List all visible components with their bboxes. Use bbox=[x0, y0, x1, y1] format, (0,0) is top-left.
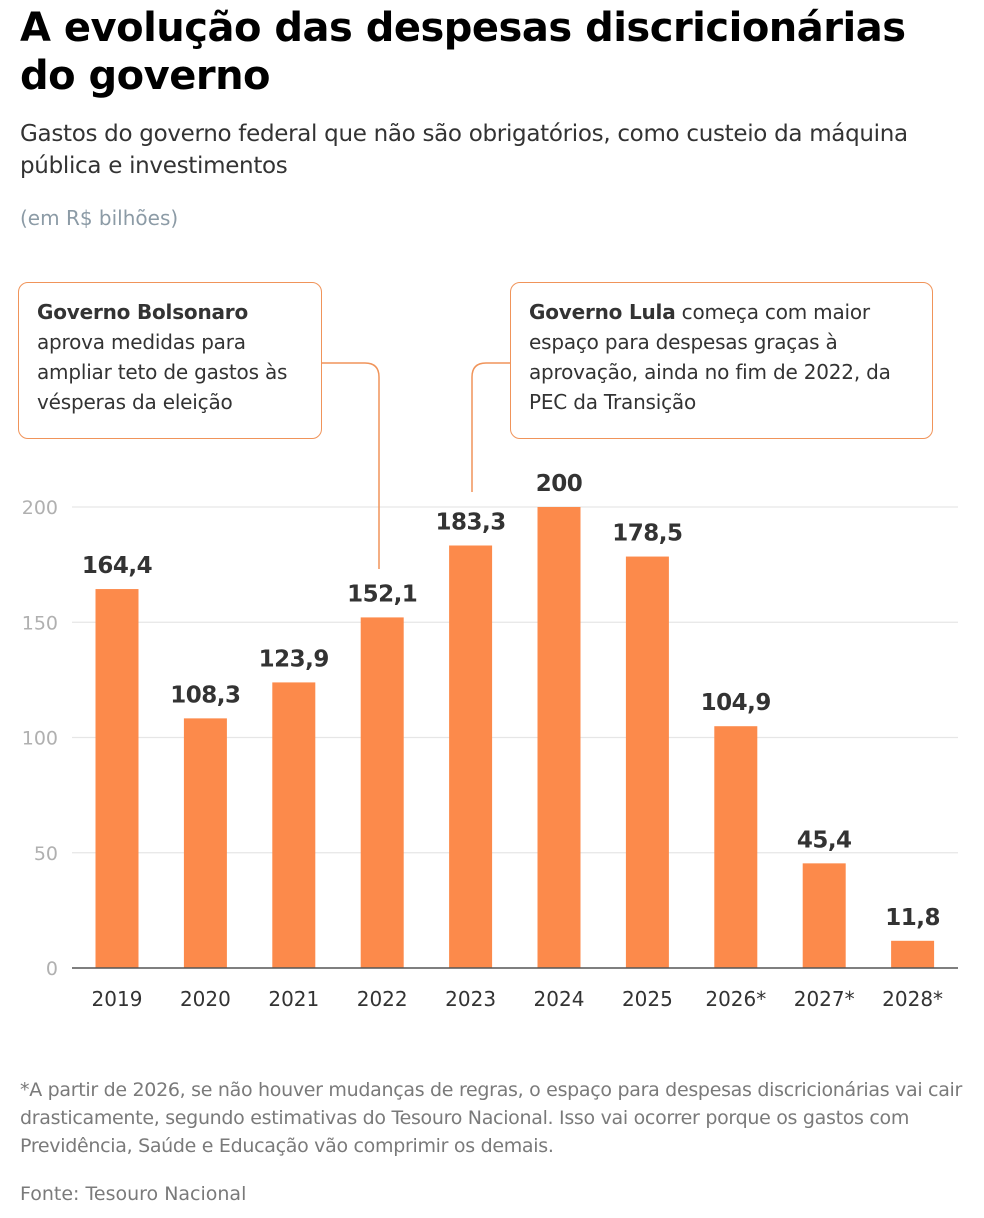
value-label: 152,1 bbox=[347, 581, 417, 607]
x-tick-label: 2028* bbox=[882, 987, 943, 1011]
bars bbox=[95, 507, 935, 968]
bar-2022 bbox=[360, 617, 404, 968]
x-tick-label: 2019 bbox=[92, 987, 143, 1011]
y-tick-label: 50 bbox=[34, 843, 58, 865]
value-label: 164,4 bbox=[82, 553, 152, 579]
x-tick-label: 2022 bbox=[357, 987, 408, 1011]
bar-2026* bbox=[714, 726, 758, 968]
annotation-bolsonaro-text: aprova medidas para ampliar teto de gast… bbox=[37, 330, 288, 414]
value-label: 200 bbox=[536, 471, 583, 497]
x-tick-label: 2027* bbox=[794, 987, 855, 1011]
annotation-bolsonaro: Governo Bolsonaro aprova medidas para am… bbox=[18, 282, 322, 439]
bar-2019 bbox=[95, 589, 139, 968]
chart-subtitle: Gastos do governo federal que não são ob… bbox=[20, 121, 908, 179]
unit-label: (em R$ bilhões) bbox=[20, 206, 179, 230]
x-tick-label: 2023 bbox=[445, 987, 496, 1011]
value-label: 45,4 bbox=[797, 827, 852, 853]
annotation-lula-heading: Governo Lula bbox=[529, 300, 676, 324]
bar-2025 bbox=[625, 556, 669, 968]
bar-2021 bbox=[272, 682, 316, 968]
value-label: 178,5 bbox=[612, 521, 682, 547]
y-tick-label: 100 bbox=[22, 728, 58, 750]
connector-lula bbox=[471, 362, 510, 492]
x-tick-label: 2025 bbox=[622, 987, 673, 1011]
value-label: 108,3 bbox=[170, 682, 240, 708]
bar-2027* bbox=[802, 863, 846, 968]
annotation-bolsonaro-heading: Governo Bolsonaro bbox=[37, 300, 248, 324]
y-tick-label: 200 bbox=[22, 497, 58, 519]
bar-2023 bbox=[449, 545, 493, 968]
annotation-lula: Governo Lula começa com maior espaço par… bbox=[510, 282, 933, 439]
source-note: Fonte: Tesouro Nacional bbox=[20, 1183, 247, 1205]
y-tick-label: 150 bbox=[22, 612, 58, 634]
x-tick-label: 2020 bbox=[180, 987, 231, 1011]
x-tick-label: 2024 bbox=[534, 987, 585, 1011]
annotation-connectors bbox=[321, 362, 510, 569]
chart-title: A evolução das despesas discricionárias … bbox=[20, 5, 906, 99]
y-tick-label: 0 bbox=[46, 958, 58, 980]
value-label: 104,9 bbox=[701, 690, 771, 716]
x-tick-label: 2026* bbox=[705, 987, 766, 1011]
value-label: 183,3 bbox=[435, 509, 505, 535]
annotation-lula-text: começa com maior espaço para despesas gr… bbox=[529, 300, 891, 414]
bar-2020 bbox=[183, 718, 227, 968]
labels: 0 50 100 150 200 164,4 2019 108,3 2020 123,9 2021 1… bbox=[22, 471, 943, 1011]
value-label: 11,8 bbox=[885, 905, 940, 931]
x-tick-label: 2021 bbox=[268, 987, 319, 1011]
connector-bolsonaro bbox=[321, 362, 380, 569]
value-label: 123,9 bbox=[259, 646, 329, 672]
bar-2024 bbox=[537, 507, 581, 968]
bar-2028* bbox=[891, 940, 935, 968]
footnote: *A partir de 2026, se não houver mudança… bbox=[20, 1079, 963, 1157]
